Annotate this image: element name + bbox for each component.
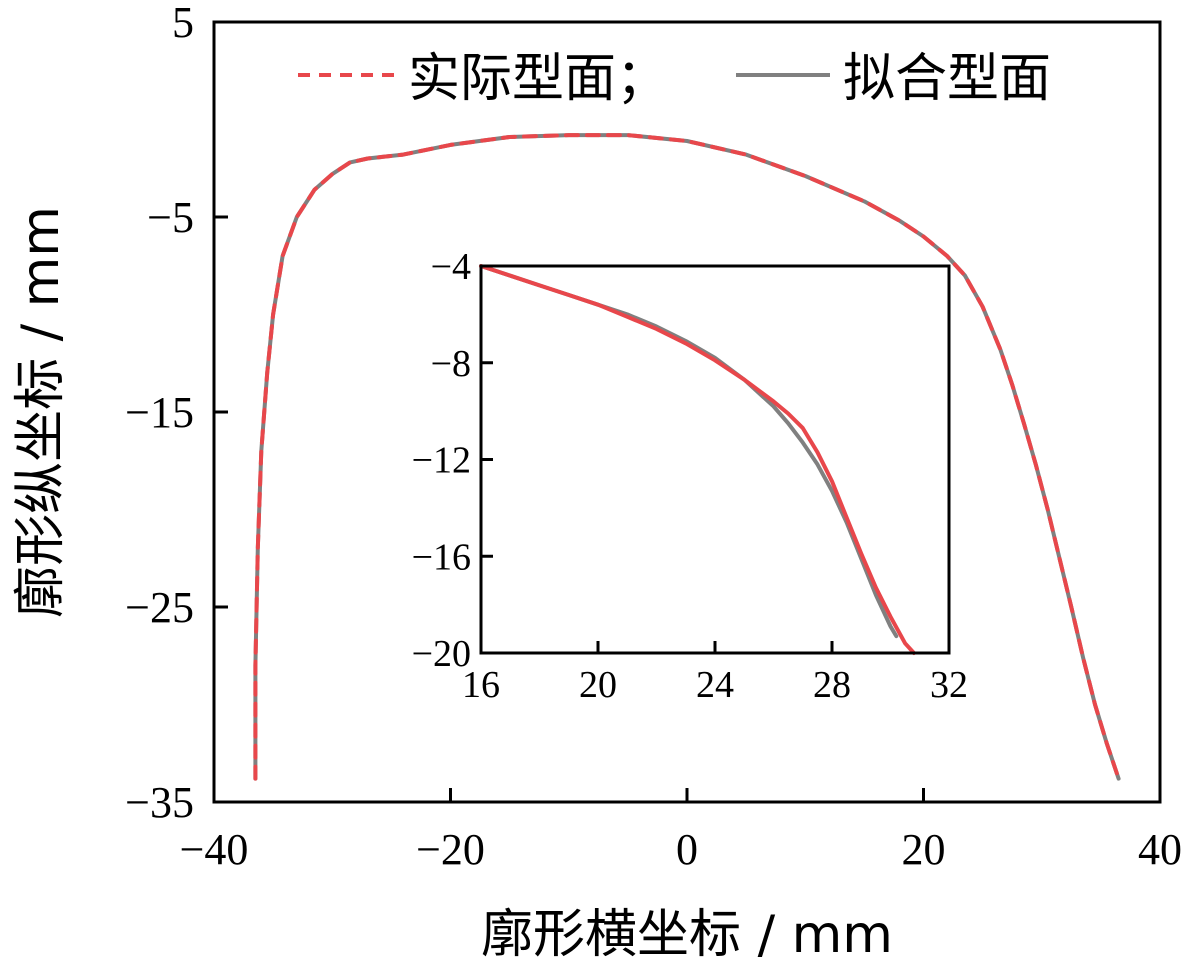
main-x-tick-label: 0 xyxy=(676,825,698,874)
main-x-tick-label: 20 xyxy=(902,825,946,874)
main-y-tick-label: −35 xyxy=(125,778,194,827)
main-axis-ticks: −40 −20 0 20 40 5 −5 −15 −25 −35 xyxy=(125,0,1182,874)
inset-y-tick-label: −12 xyxy=(412,440,471,482)
inset-y-tick-label: −4 xyxy=(431,246,471,288)
legend-label-fit: 拟合型面 xyxy=(843,49,1051,109)
main-x-tick-label: −40 xyxy=(180,825,249,874)
inset-x-tick-label: 20 xyxy=(579,664,617,706)
inset-series-layer xyxy=(479,264,916,655)
main-y-tick-label: −25 xyxy=(125,583,194,632)
main-x-tick-label: 40 xyxy=(1138,825,1182,874)
inset-y-tick-label: −8 xyxy=(431,343,471,385)
inset-plot-background xyxy=(481,266,949,653)
y-axis-title: 廓形纵坐标 / mm xyxy=(11,206,71,618)
main-y-tick-label: −15 xyxy=(125,388,194,437)
main-y-tick-label: 5 xyxy=(172,0,194,47)
inset-x-tick-label: 28 xyxy=(813,664,851,706)
legend-label-actual: 实际型面； xyxy=(408,49,668,109)
main-y-tick-label: −5 xyxy=(147,193,194,242)
inset-x-tick-label: 16 xyxy=(462,664,500,706)
inset-axis-ticks: 16 20 24 28 32 −4 −8 −12 −16 −20 xyxy=(412,246,968,706)
inset-y-tick-label: −20 xyxy=(412,633,471,675)
main-series-line-actual xyxy=(253,133,1121,781)
inset-x-tick-label: 32 xyxy=(930,664,968,706)
main-x-tick-label: −20 xyxy=(416,825,485,874)
inset-series-line-actual xyxy=(479,264,916,655)
x-axis-title: 廓形横坐标 / mm xyxy=(481,905,893,963)
inset-x-tick-label: 24 xyxy=(696,664,734,706)
legend: 实际型面； 拟合型面 xyxy=(298,49,1051,109)
inset-y-tick-label: −16 xyxy=(412,536,471,578)
main-series-layer xyxy=(253,133,1121,781)
